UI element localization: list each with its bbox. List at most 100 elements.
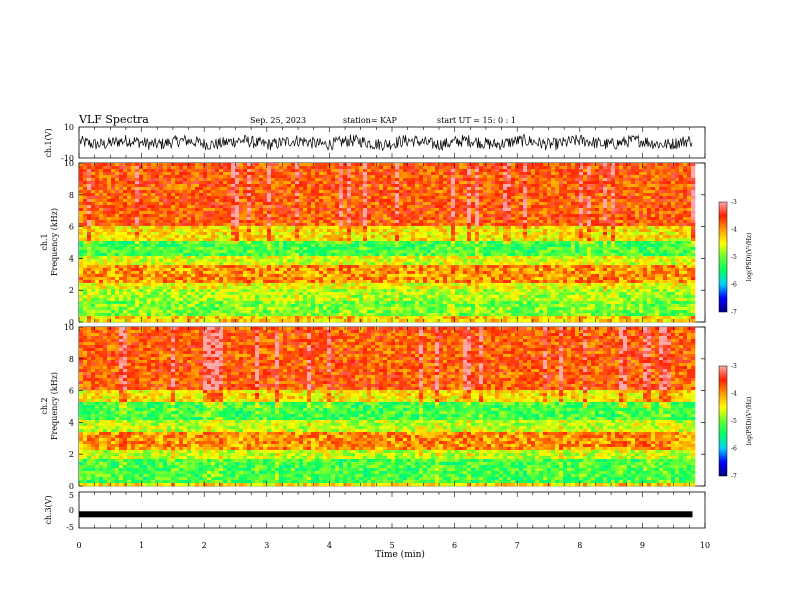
- spectrogram-cell: [231, 316, 235, 319]
- spectrogram-cell: [139, 178, 143, 181]
- spectrogram-cell: [183, 229, 187, 232]
- spectrogram-cell: [103, 220, 107, 223]
- spectrogram-cell: [183, 304, 187, 307]
- spectrogram-cell: [91, 166, 95, 169]
- spectrogram-cell: [171, 181, 175, 184]
- spectrogram-cell: [119, 274, 123, 277]
- spectrogram-cell: [231, 304, 235, 307]
- spectrogram-cell: [159, 301, 163, 304]
- spectrogram-cell: [219, 280, 223, 283]
- spectrogram-cell: [123, 175, 127, 178]
- spectrogram-cell: [175, 280, 179, 283]
- spectrogram-cell: [163, 205, 167, 208]
- spectrogram-cell: [103, 187, 107, 190]
- spectrogram-cell: [235, 196, 239, 199]
- spectrogram-cell: [167, 310, 171, 313]
- spectrogram-cell: [91, 304, 95, 307]
- spectrogram-cell: [151, 259, 155, 262]
- spectrogram-cell: [151, 271, 155, 274]
- spectrogram-cell: [103, 223, 107, 226]
- spectrogram-cell: [151, 277, 155, 280]
- spectrogram-cell: [167, 238, 171, 241]
- spectrogram-cell: [139, 283, 143, 286]
- spectrogram-cell: [139, 166, 143, 169]
- spectrogram-cell: [175, 265, 179, 268]
- spectrogram-cell: [83, 211, 87, 214]
- spectrogram-cell: [231, 253, 235, 256]
- spectrogram-cell: [203, 202, 207, 205]
- spectrogram-cell: [155, 277, 159, 280]
- spectrogram-cell: [107, 304, 111, 307]
- spectrogram-cell: [219, 226, 223, 229]
- spectrogram-cell: [179, 214, 183, 217]
- spectrogram-cell: [119, 271, 123, 274]
- spectrogram-cell: [207, 220, 211, 223]
- spectrogram-cell: [143, 307, 147, 310]
- spectrogram-cell: [155, 271, 159, 274]
- spectrogram-cell: [211, 232, 215, 235]
- spectrogram-cell: [119, 163, 123, 166]
- spectrogram-cell: [119, 244, 123, 247]
- spectrogram-cell: [119, 286, 123, 289]
- spectrogram-cell: [191, 244, 195, 247]
- spectrogram-cell: [191, 172, 195, 175]
- spectrogram-cell: [159, 211, 163, 214]
- spectrogram-cell: [211, 307, 215, 310]
- spectrogram-cell: [227, 253, 231, 256]
- spectrogram-cell: [83, 223, 87, 226]
- spectrogram-cell: [147, 244, 151, 247]
- spectrogram-cell: [135, 250, 139, 253]
- spectrogram-cell: [103, 304, 107, 307]
- spectrogram-cell: [151, 205, 155, 208]
- spectrogram-cell: [135, 292, 139, 295]
- spectrogram-cell: [147, 223, 151, 226]
- spectrogram-cell: [191, 196, 195, 199]
- spectrogram-cell: [223, 214, 227, 217]
- spectrogram-cell: [215, 271, 219, 274]
- spectrogram-cell: [111, 286, 115, 289]
- spectrogram-cell: [223, 271, 227, 274]
- spectrogram-cell: [155, 274, 159, 277]
- spectrogram-cell: [219, 247, 223, 250]
- spectrogram-cell: [139, 241, 143, 244]
- spectrogram-cell: [103, 274, 107, 277]
- spectrogram-cell: [199, 241, 203, 244]
- spectrogram-cell: [119, 175, 123, 178]
- spectrogram-cell: [211, 229, 215, 232]
- spectrogram-cell: [215, 232, 219, 235]
- spectrogram-cell: [207, 232, 211, 235]
- spectrogram-cell: [163, 235, 167, 238]
- spectrogram-cell: [127, 196, 131, 199]
- spectrogram-cell: [135, 238, 139, 241]
- spectrogram-cell: [135, 271, 139, 274]
- spectrogram-cell: [199, 304, 203, 307]
- spectrogram-cell: [167, 253, 171, 256]
- spectrogram-cell: [159, 253, 163, 256]
- spectrogram-cell: [171, 184, 175, 187]
- spectrogram-cell: [211, 271, 215, 274]
- spectrogram-cell: [135, 286, 139, 289]
- spectrogram-cell: [207, 274, 211, 277]
- spectrogram-cell: [139, 259, 143, 262]
- spectrogram-cell: [119, 199, 123, 202]
- spectrogram-cell: [171, 253, 175, 256]
- spectrogram-cell: [107, 274, 111, 277]
- spectrogram-cell: [135, 205, 139, 208]
- spectrogram-cell: [195, 265, 199, 268]
- spectrogram-cell: [207, 217, 211, 220]
- spectrogram-cell: [91, 172, 95, 175]
- spectrogram-cell: [143, 229, 147, 232]
- spectrogram-cell: [215, 187, 219, 190]
- spectrogram-cell: [227, 190, 231, 193]
- spectrogram-cell: [219, 235, 223, 238]
- spectrogram-cell: [203, 283, 207, 286]
- spectrogram-cell: [139, 268, 143, 271]
- spectrogram-cell: [171, 289, 175, 292]
- spectrogram-cell: [203, 184, 207, 187]
- spectrogram-cell: [223, 277, 227, 280]
- spectrogram-cell: [79, 277, 83, 280]
- spectrogram-cell: [119, 232, 123, 235]
- spectrogram-cell: [227, 289, 231, 292]
- spectrogram-cell: [175, 163, 179, 166]
- spectrogram-cell: [171, 226, 175, 229]
